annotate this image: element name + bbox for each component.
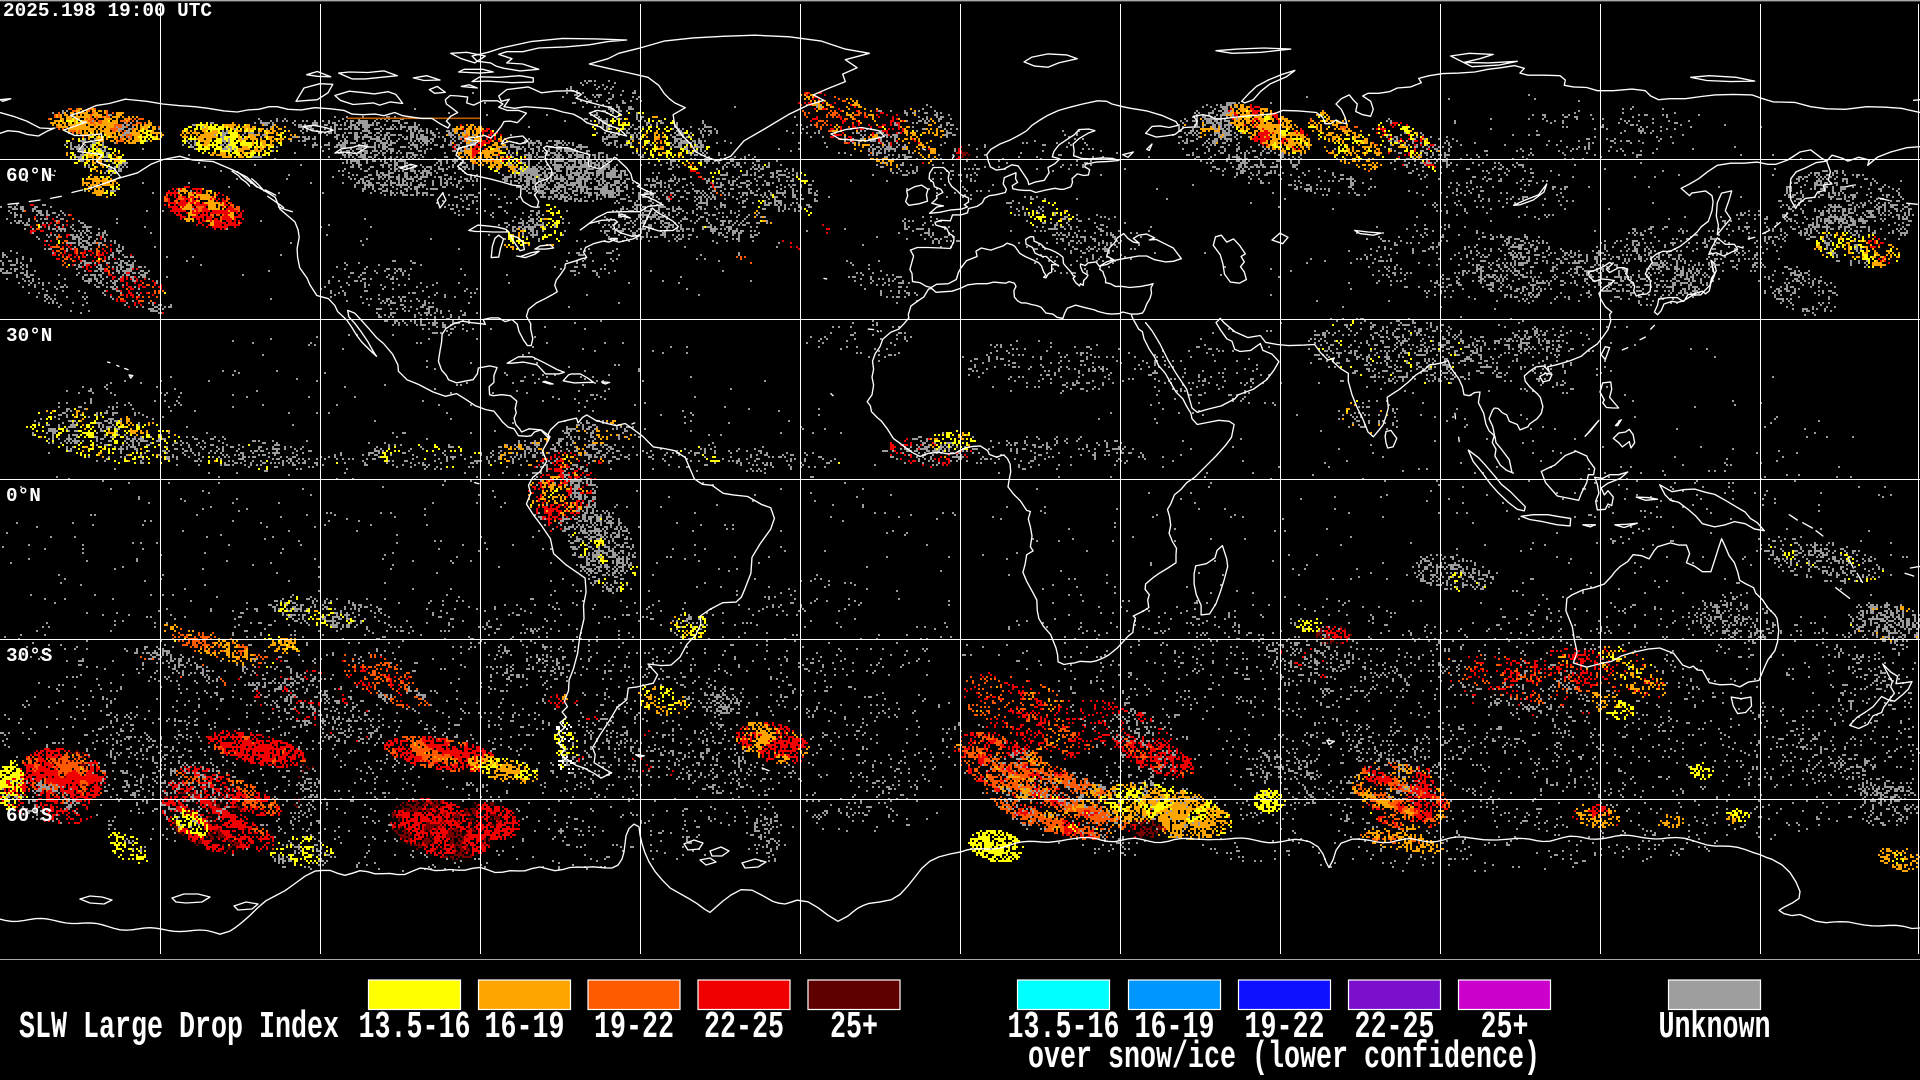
svg-text:60°S: 60°S (6, 805, 52, 827)
svg-text:60°N: 60°N (6, 165, 52, 187)
svg-text:over snow/ice (lower confidenc: over snow/ice (lower confidence) (1028, 1036, 1540, 1079)
svg-text:30°S: 30°S (6, 645, 52, 667)
svg-text:13.5-16: 13.5-16 (1008, 1006, 1120, 1049)
svg-text:16-19: 16-19 (1135, 1006, 1215, 1049)
svg-text:Unknown: Unknown (1659, 1006, 1771, 1049)
svg-text:22-25: 22-25 (1355, 1006, 1435, 1049)
svg-text:2025.198 19:00 UTC: 2025.198 19:00 UTC (3, 0, 212, 22)
svg-text:25+: 25+ (1481, 1006, 1529, 1049)
svg-text:16-19: 16-19 (485, 1006, 565, 1049)
svg-text:0°N: 0°N (6, 485, 41, 507)
svg-text:22-25: 22-25 (704, 1006, 784, 1049)
svg-text:19-22: 19-22 (1245, 1006, 1325, 1049)
svg-text:25+: 25+ (830, 1006, 878, 1049)
svg-text:13.5-16: 13.5-16 (359, 1006, 471, 1049)
svg-text:19-22: 19-22 (594, 1006, 674, 1049)
svg-text:SLW Large Drop Index: SLW Large Drop Index (19, 1006, 339, 1049)
svg-text:30°N: 30°N (6, 325, 52, 347)
